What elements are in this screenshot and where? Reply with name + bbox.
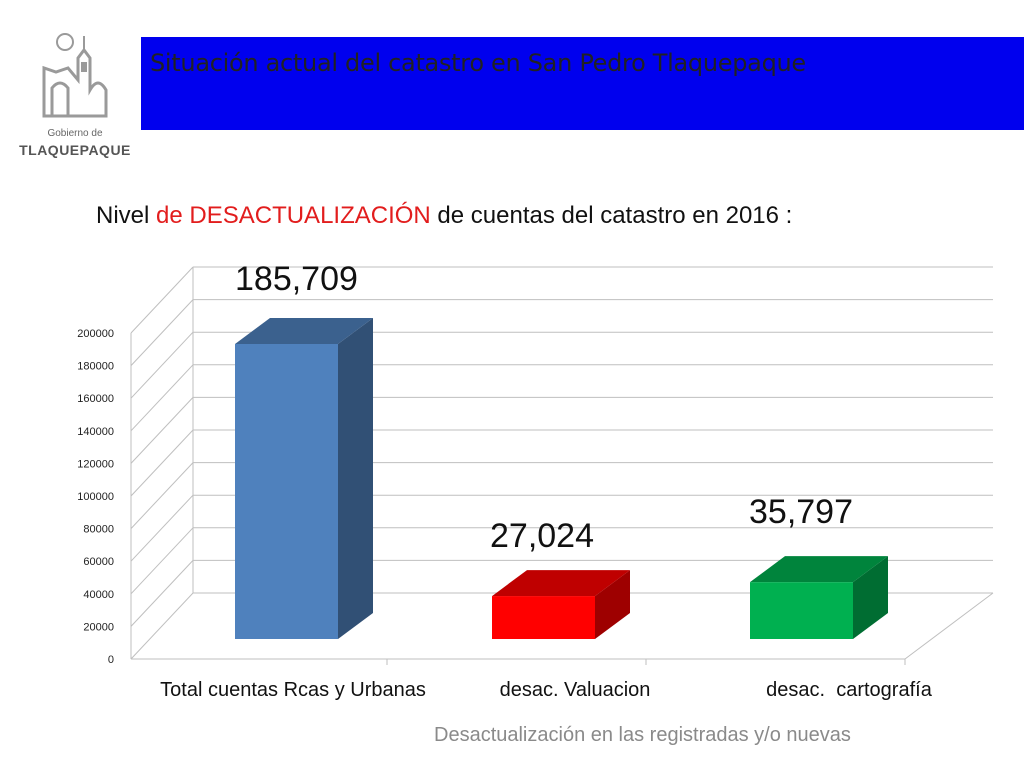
x-tick-label: Total cuentas Rcas y Urbanas [160, 679, 426, 701]
y-tick-label: 0 [108, 654, 114, 666]
gridline-side [130, 429, 194, 497]
gridline-side [130, 527, 194, 595]
y-tick-label: 100000 [77, 491, 114, 503]
y-tick-label: 180000 [77, 361, 114, 373]
gridline-side [130, 299, 194, 366]
gridline-side [130, 560, 194, 627]
gridline-side [130, 364, 194, 432]
y-tick-label: 160000 [77, 393, 114, 405]
title-banner: Situación actual del catastro en San Ped… [141, 37, 1024, 130]
data-label: 35,797 [749, 493, 853, 531]
church-tower-icon [42, 33, 108, 118]
bar-top [750, 556, 888, 583]
bar-side [595, 570, 630, 639]
gridline-side [130, 592, 194, 660]
gridline-side [130, 462, 194, 529]
bar [492, 596, 595, 639]
y-tick-label: 20000 [83, 621, 114, 633]
data-label: 27,024 [490, 517, 594, 555]
logo: Gobierno de TLAQUEPAQUE [14, 24, 136, 164]
y-tick-label: 200000 [77, 328, 114, 340]
data-label: 185,709 [235, 260, 358, 298]
bar-side [338, 318, 373, 639]
chart-heading-part3: de cuentas del catastro en 2016 : [430, 202, 793, 229]
chart-heading-highlight: de DESACTUALIZACIÓN [156, 202, 431, 229]
floor-edge [904, 592, 994, 660]
y-tick-label: 60000 [83, 556, 114, 568]
x-tick-label: desac. cartografía [766, 679, 933, 701]
bar [750, 582, 853, 639]
page-title: Situación actual del catastro en San Ped… [150, 49, 806, 77]
chart-heading-part1: Nivel [96, 202, 157, 229]
gridline-side [130, 266, 194, 334]
gridline-side [130, 494, 194, 562]
bar-chart: 0 20000 40000 60000 80000 100000 120000 140000 1… [77, 260, 994, 701]
chart-heading: Nivel de DESACTUALIZACIÓN de cuentas del… [96, 202, 792, 230]
x-tick-label: desac. Valuacion [500, 679, 651, 701]
bar-side [853, 556, 888, 639]
y-tick-label: 120000 [77, 458, 114, 470]
y-tick-label: 80000 [83, 524, 114, 536]
logo-subtitle: Gobierno de [47, 128, 103, 139]
gridline-side [130, 397, 194, 464]
bar [235, 344, 338, 639]
y-tick-label: 140000 [77, 426, 114, 438]
logo-name: TLAQUEPAQUE [19, 142, 131, 158]
x-axis-caption: Desactualización en las registradas y/o … [434, 724, 851, 746]
gridline-side [130, 331, 194, 399]
y-tick-label: 40000 [83, 589, 114, 601]
bar-top [492, 570, 630, 597]
bar-top [235, 318, 373, 344]
